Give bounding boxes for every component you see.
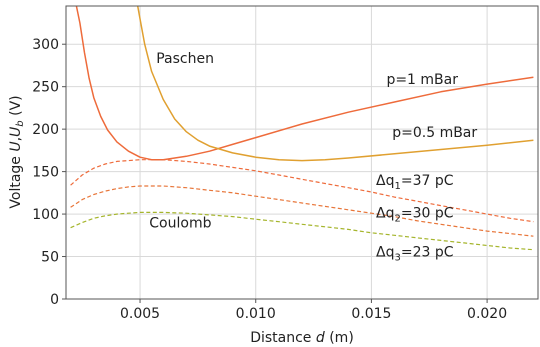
annotations: Paschen Coulomb p=1 mBar p=0.5 mBar Δq1=37 p… [149, 51, 477, 264]
y-tick-label: 100 [32, 207, 59, 223]
annotation-6: Δq2=30 pC [376, 205, 454, 224]
x-tick-label: 0.015 [351, 306, 391, 322]
grid [66, 6, 538, 300]
y-tick-label: 250 [32, 80, 59, 96]
series-line-4 [70, 185, 534, 237]
y-tick-label: 150 [32, 165, 59, 181]
x-tick-label: 0.005 [120, 306, 160, 322]
series-group [70, 6, 534, 251]
y-tick-label: 200 [32, 122, 59, 138]
annotation-7: Δq3=23 pC [376, 245, 454, 264]
y-tick-label: 300 [32, 37, 59, 53]
plot-frame [65, 5, 539, 300]
series-line-5 [70, 211, 534, 251]
annotation-2: Coulomb [149, 216, 211, 232]
y-axis-label: Voltage U,Ub (V) [8, 95, 26, 208]
series-line-3 [70, 159, 534, 223]
y-tick-label: 50 [41, 250, 59, 266]
series-line-2 [136, 6, 534, 162]
x-tick-label: 0.010 [236, 306, 276, 322]
x-tick-label: 0.020 [467, 306, 507, 322]
y-tick-label: 0 [50, 292, 59, 308]
x-axis-label: Distance d (m) [250, 330, 354, 346]
axis-ticks: 0.005 0.010 0.015 0.020 0 50 100 150 200 250 300 [32, 37, 507, 322]
annotation-5: Δq1=37 pC [376, 173, 454, 192]
annotation-3: p=1 mBar [386, 72, 458, 88]
annotation-1: Paschen [156, 51, 214, 67]
annotation-4: p=0.5 mBar [392, 125, 477, 141]
